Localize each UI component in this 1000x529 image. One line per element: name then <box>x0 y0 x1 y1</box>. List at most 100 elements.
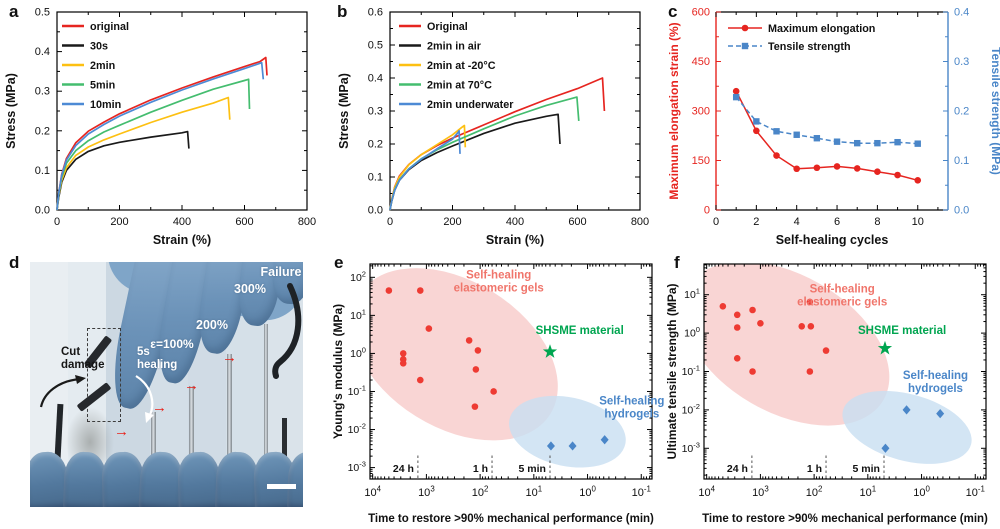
sample-strip <box>282 418 287 460</box>
svg-text:Strain (%): Strain (%) <box>153 233 211 247</box>
svg-text:0: 0 <box>387 216 393 228</box>
svg-text:10-1: 10-1 <box>348 383 366 398</box>
svg-text:101: 101 <box>860 485 877 500</box>
panel-letter-b: b <box>337 2 348 21</box>
svg-text:Stress (MPa): Stress (MPa) <box>337 73 351 149</box>
svg-text:102: 102 <box>806 485 823 500</box>
svg-text:5 min: 5 min <box>853 463 880 475</box>
svg-text:100: 100 <box>579 485 596 500</box>
svg-text:200: 200 <box>110 216 128 228</box>
svg-text:100: 100 <box>350 345 366 360</box>
svg-text:10min: 10min <box>90 99 121 111</box>
svg-text:Time to restore >90% mechanica: Time to restore >90% mechanical performa… <box>702 513 988 525</box>
failure-label: Failure <box>260 265 302 279</box>
svg-text:2min underwater: 2min underwater <box>427 99 514 111</box>
svg-text:102: 102 <box>472 485 489 500</box>
svg-text:2min in air: 2min in air <box>427 41 482 53</box>
svg-text:0.2: 0.2 <box>368 139 383 151</box>
sample-strip <box>264 324 268 460</box>
svg-text:4: 4 <box>794 216 800 228</box>
svg-text:102: 102 <box>350 269 366 284</box>
svg-text:Self-healing cycles: Self-healing cycles <box>776 233 889 247</box>
healed-joint-arrow-icon: → <box>114 423 129 440</box>
svg-text:Ultimate tensile strength (MPa: Ultimate tensile strength (MPa) <box>665 283 679 459</box>
svg-text:600: 600 <box>568 216 586 228</box>
scale-bar <box>267 484 296 489</box>
svg-text:2min at 70°C: 2min at 70°C <box>427 80 492 92</box>
svg-text:Tensile strength: Tensile strength <box>768 41 851 53</box>
svg-text:0: 0 <box>713 216 719 228</box>
svg-text:101: 101 <box>684 287 700 302</box>
clamp-fingertip <box>215 451 259 507</box>
svg-text:Self-healing: Self-healing <box>599 395 664 407</box>
svg-text:0.2: 0.2 <box>35 125 50 137</box>
svg-text:elastomeric gels: elastomeric gels <box>797 296 887 308</box>
svg-text:Stress (MPa): Stress (MPa) <box>4 73 18 149</box>
cut-damage-label: Cut damage <box>34 346 104 371</box>
healing-label: 5s healing <box>112 346 177 371</box>
strain-200-label: 200% <box>196 318 228 332</box>
svg-text:0.1: 0.1 <box>368 172 383 184</box>
svg-text:0.4: 0.4 <box>368 73 383 85</box>
svg-text:0.5: 0.5 <box>368 40 383 52</box>
svg-text:2: 2 <box>753 216 759 228</box>
svg-text:SHSME material: SHSME material <box>858 325 946 337</box>
svg-text:2min: 2min <box>90 60 115 72</box>
svg-text:Maximum elongation strain (%): Maximum elongation strain (%) <box>667 22 681 199</box>
svg-text:0.1: 0.1 <box>35 165 50 177</box>
svg-text:hydrogels: hydrogels <box>908 383 963 395</box>
svg-text:0.2: 0.2 <box>954 106 969 118</box>
failed-sample-curl <box>272 283 302 379</box>
svg-text:1 h: 1 h <box>807 463 822 475</box>
svg-text:100: 100 <box>913 485 930 500</box>
sample-strip <box>189 386 194 460</box>
healed-joint-arrow-icon: → <box>184 377 199 394</box>
svg-text:100: 100 <box>684 325 700 340</box>
healing-arrow-icon <box>135 375 154 423</box>
svg-text:400: 400 <box>173 216 191 228</box>
svg-text:10-1: 10-1 <box>682 364 700 379</box>
svg-text:200: 200 <box>443 216 461 228</box>
svg-text:2min at -20°C: 2min at -20°C <box>427 60 496 72</box>
svg-text:24 h: 24 h <box>727 463 748 475</box>
healing-line2: healing <box>137 358 178 371</box>
panel-letter-a: a <box>9 2 19 21</box>
svg-text:Self-healing: Self-healing <box>810 283 875 295</box>
svg-text:400: 400 <box>506 216 524 228</box>
cut-damage-line1: Cut <box>61 346 81 358</box>
svg-text:10-2: 10-2 <box>348 422 366 437</box>
svg-text:0.3: 0.3 <box>35 86 50 98</box>
stress-strain-chart-healing-time: 0 200 400 600 800 0.0 0.1 0.2 0.3 0.4 0.5 Strain (%… <box>4 7 316 248</box>
cut-damage-arrow-icon <box>39 375 86 408</box>
svg-text:hydrogels: hydrogels <box>604 408 659 420</box>
svg-text:0.3: 0.3 <box>368 106 383 118</box>
svg-text:Strain (%): Strain (%) <box>486 233 544 247</box>
healing-photo-panel: Cut damage 5s healing ε=100% 200% 300% F… <box>30 262 303 507</box>
healed-joint-arrow-icon: → <box>222 349 237 366</box>
cut-damage-line2: damage <box>61 358 105 371</box>
healed-joint-arrow-icon: → <box>152 399 167 416</box>
clamp-fingertip <box>63 451 107 507</box>
svg-text:103: 103 <box>418 485 435 500</box>
svg-text:0.0: 0.0 <box>368 205 383 217</box>
stress-strain-chart-conditions: 0 200 400 600 800 0.0 0.1 0.2 0.3 0.4 0.5 0.6 Strain… <box>337 7 649 248</box>
svg-text:6: 6 <box>834 216 840 228</box>
svg-text:0.1: 0.1 <box>954 155 969 167</box>
tensile-strength-scatter-chart: 104 103 102 101 100 10-1 101 100 10-1 10-2 10-3 Tim… <box>665 263 988 525</box>
sample-strip <box>151 412 156 460</box>
svg-text:104: 104 <box>698 485 715 500</box>
strain-300-label: 300% <box>234 282 266 296</box>
panel-letter-d: d <box>9 253 20 272</box>
svg-text:0.0: 0.0 <box>954 205 969 217</box>
svg-text:104: 104 <box>364 485 381 500</box>
svg-text:8: 8 <box>874 216 880 228</box>
svg-text:101: 101 <box>350 307 366 322</box>
svg-text:800: 800 <box>631 216 649 228</box>
svg-text:5 min: 5 min <box>519 463 546 475</box>
strain-100-label: ε=100% <box>150 337 194 351</box>
svg-text:600: 600 <box>235 216 253 228</box>
svg-text:0: 0 <box>704 205 710 217</box>
svg-text:1 h: 1 h <box>473 463 488 475</box>
youngs-modulus-scatter-chart: 104 103 102 101 100 10-1 102 101 100 10-1 10-2 10-3… <box>331 263 664 525</box>
